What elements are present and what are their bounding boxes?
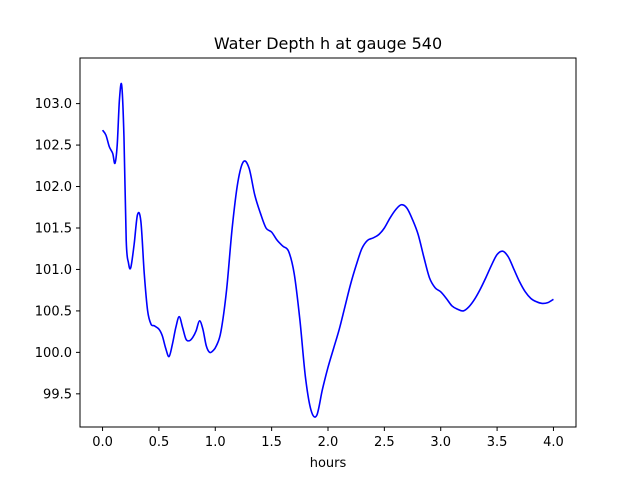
series-layer <box>101 82 554 418</box>
y-tick-label: 102.5 <box>35 139 72 154</box>
plot-area <box>79 57 577 428</box>
x-tick-label: 2.5 <box>374 435 395 450</box>
x-tick-label: 1.5 <box>261 435 282 450</box>
y-tick-label: 100.0 <box>35 346 72 361</box>
x-tick-label: 1.0 <box>205 435 226 450</box>
y-axis: 99.5 100.0 100.5 101.0 101.5 102.0 102.5 103.0 <box>35 97 80 402</box>
x-axis: 0.0 0.5 1.0 1.5 2.0 2.5 3.0 3.5 4.0 <box>92 427 564 450</box>
x-tick-label: 0.0 <box>92 435 113 450</box>
y-tick-label: 102.0 <box>35 180 72 195</box>
series-line <box>101 82 554 418</box>
x-tick-label: 4.0 <box>543 435 564 450</box>
x-tick-label: 2.0 <box>318 435 339 450</box>
y-tick-label: 101.0 <box>35 263 72 278</box>
chart-title: Water Depth h at gauge 540 <box>214 34 442 53</box>
x-tick-label: 3.5 <box>487 435 508 450</box>
x-tick-label: 3.0 <box>430 435 451 450</box>
y-tick-label: 101.5 <box>35 221 72 236</box>
x-tick-label: 0.5 <box>149 435 170 450</box>
y-tick-label: 103.0 <box>35 97 72 112</box>
y-tick-label: 100.5 <box>35 304 72 319</box>
y-tick-label: 99.5 <box>43 387 72 402</box>
x-axis-label: hours <box>310 456 347 471</box>
